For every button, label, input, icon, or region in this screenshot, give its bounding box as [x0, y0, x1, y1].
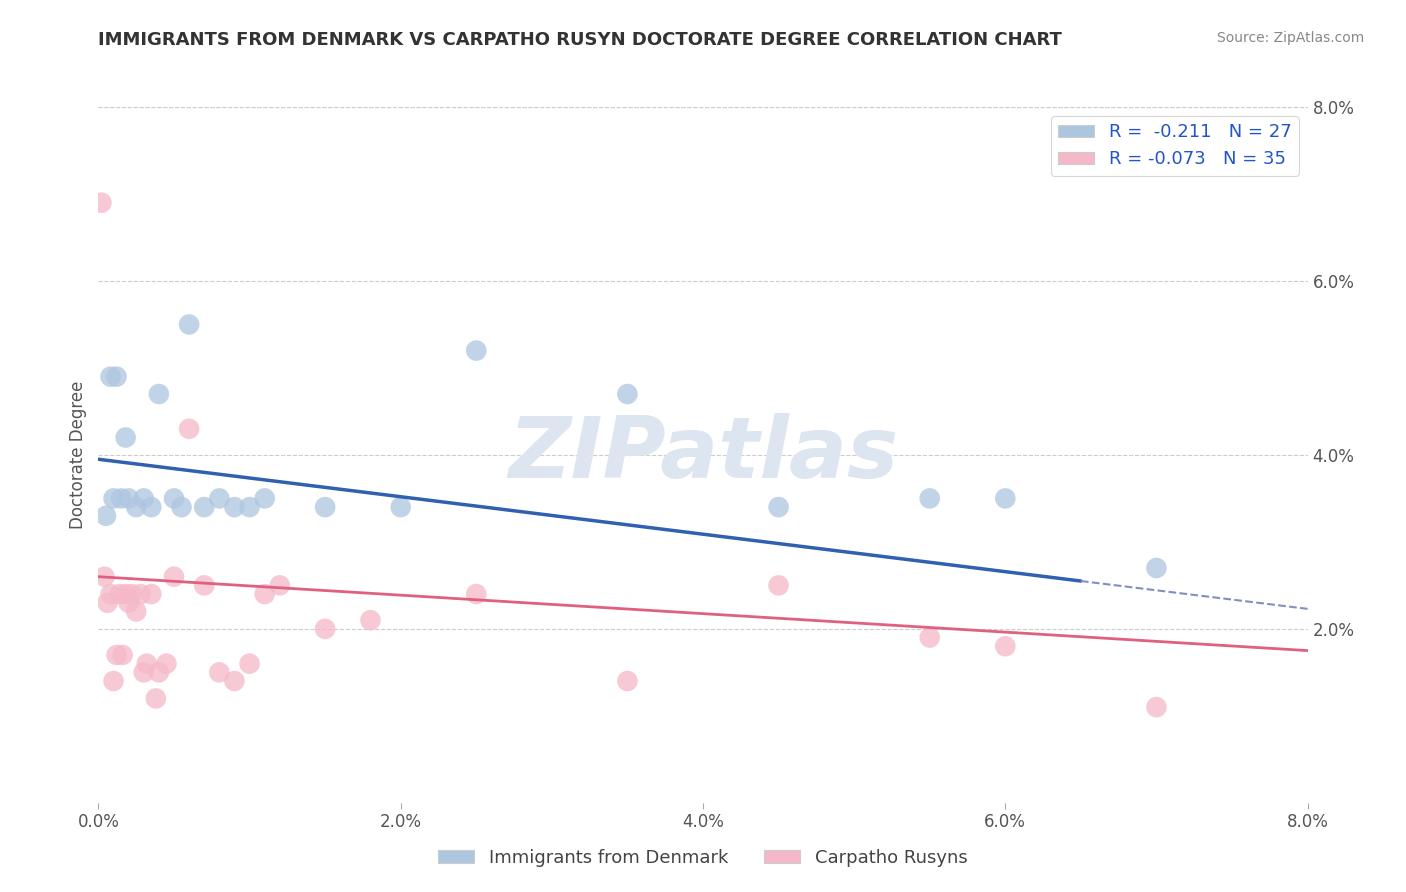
Legend: R =  -0.211   N = 27, R = -0.073   N = 35: R = -0.211 N = 27, R = -0.073 N = 35	[1050, 116, 1299, 176]
Point	[118, 596, 141, 610]
Point	[103, 674, 125, 689]
Point	[239, 657, 262, 671]
Point	[253, 587, 276, 601]
Text: Source: ZipAtlas.com: Source: ZipAtlas.com	[1216, 31, 1364, 45]
Point	[239, 500, 262, 514]
Y-axis label: Doctorate Degree: Doctorate Degree	[69, 381, 87, 529]
Point	[465, 587, 488, 601]
Point	[155, 657, 177, 671]
Point	[135, 657, 157, 671]
Point	[90, 195, 112, 210]
Point	[768, 578, 790, 592]
Point	[118, 491, 141, 506]
Point	[129, 587, 152, 601]
Point	[224, 500, 246, 514]
Point	[111, 648, 134, 662]
Legend: Immigrants from Denmark, Carpatho Rusyns: Immigrants from Denmark, Carpatho Rusyns	[432, 842, 974, 874]
Point	[141, 587, 163, 601]
Point	[616, 387, 638, 401]
Point	[208, 665, 231, 680]
Point	[465, 343, 488, 358]
Point	[616, 674, 638, 689]
Point	[125, 500, 148, 514]
Point	[193, 500, 215, 514]
Point	[141, 500, 163, 514]
Point	[93, 570, 115, 584]
Point	[179, 422, 201, 436]
Point	[105, 369, 128, 384]
Point	[768, 500, 790, 514]
Point	[114, 431, 136, 445]
Point	[148, 665, 170, 680]
Point	[193, 578, 215, 592]
Point	[108, 587, 131, 601]
Point	[994, 491, 1017, 506]
Point	[110, 491, 132, 506]
Text: ZIPatlas: ZIPatlas	[508, 413, 898, 497]
Point	[994, 639, 1017, 653]
Point	[179, 318, 201, 332]
Point	[100, 369, 122, 384]
Point	[314, 500, 336, 514]
Point	[132, 665, 155, 680]
Point	[96, 596, 118, 610]
Point	[148, 387, 170, 401]
Point	[145, 691, 167, 706]
Point	[1146, 700, 1168, 714]
Point	[918, 631, 941, 645]
Point	[1146, 561, 1168, 575]
Point	[918, 491, 941, 506]
Point	[170, 500, 193, 514]
Point	[224, 674, 246, 689]
Point	[163, 570, 186, 584]
Point	[163, 491, 186, 506]
Point	[125, 605, 148, 619]
Point	[100, 587, 122, 601]
Point	[103, 491, 125, 506]
Point	[105, 648, 128, 662]
Point	[132, 491, 155, 506]
Point	[314, 622, 336, 636]
Point	[94, 508, 117, 523]
Text: IMMIGRANTS FROM DENMARK VS CARPATHO RUSYN DOCTORATE DEGREE CORRELATION CHART: IMMIGRANTS FROM DENMARK VS CARPATHO RUSY…	[98, 31, 1063, 49]
Point	[208, 491, 231, 506]
Point	[114, 587, 136, 601]
Point	[360, 613, 382, 627]
Point	[389, 500, 412, 514]
Point	[121, 587, 143, 601]
Point	[269, 578, 291, 592]
Point	[253, 491, 276, 506]
